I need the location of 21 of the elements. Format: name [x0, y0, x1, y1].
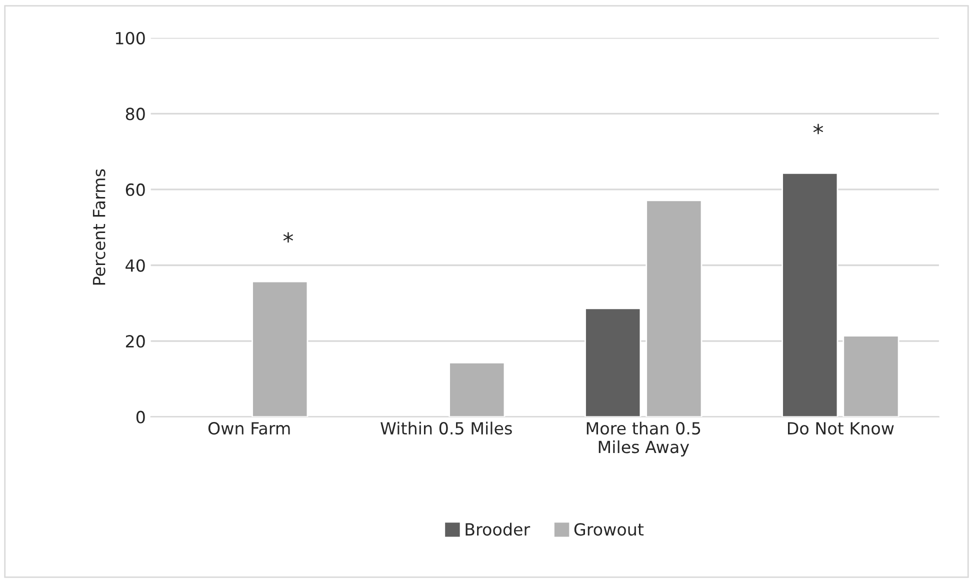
y-tick-label: 100: [116, 32, 145, 44]
annotation: *: [283, 232, 294, 242]
y-tick-label: 60: [126, 183, 145, 196]
y-tick-label: 0: [136, 410, 145, 424]
y-tick-label: 40: [126, 259, 145, 272]
legend-label: Growout: [574, 523, 644, 536]
bar: [842, 335, 900, 417]
x-tick-label: Do Not Know: [788, 422, 894, 435]
bar: [646, 200, 702, 417]
bar: [584, 308, 642, 417]
x-tick-label: More than 0.5 Miles Away: [586, 422, 700, 456]
bar: [252, 280, 308, 417]
y-axis-title: Percent Farms: [92, 169, 106, 285]
bar: [448, 362, 506, 417]
annotation: *: [813, 124, 824, 134]
y-tick-label: 20: [126, 335, 145, 348]
y-tick-label: 80: [126, 108, 145, 120]
bar: [782, 172, 838, 417]
legend-label: Brooder: [466, 522, 530, 536]
x-tick-label: Within 0.5 Miles: [380, 422, 512, 435]
x-tick-label: Own Farm: [208, 422, 290, 435]
